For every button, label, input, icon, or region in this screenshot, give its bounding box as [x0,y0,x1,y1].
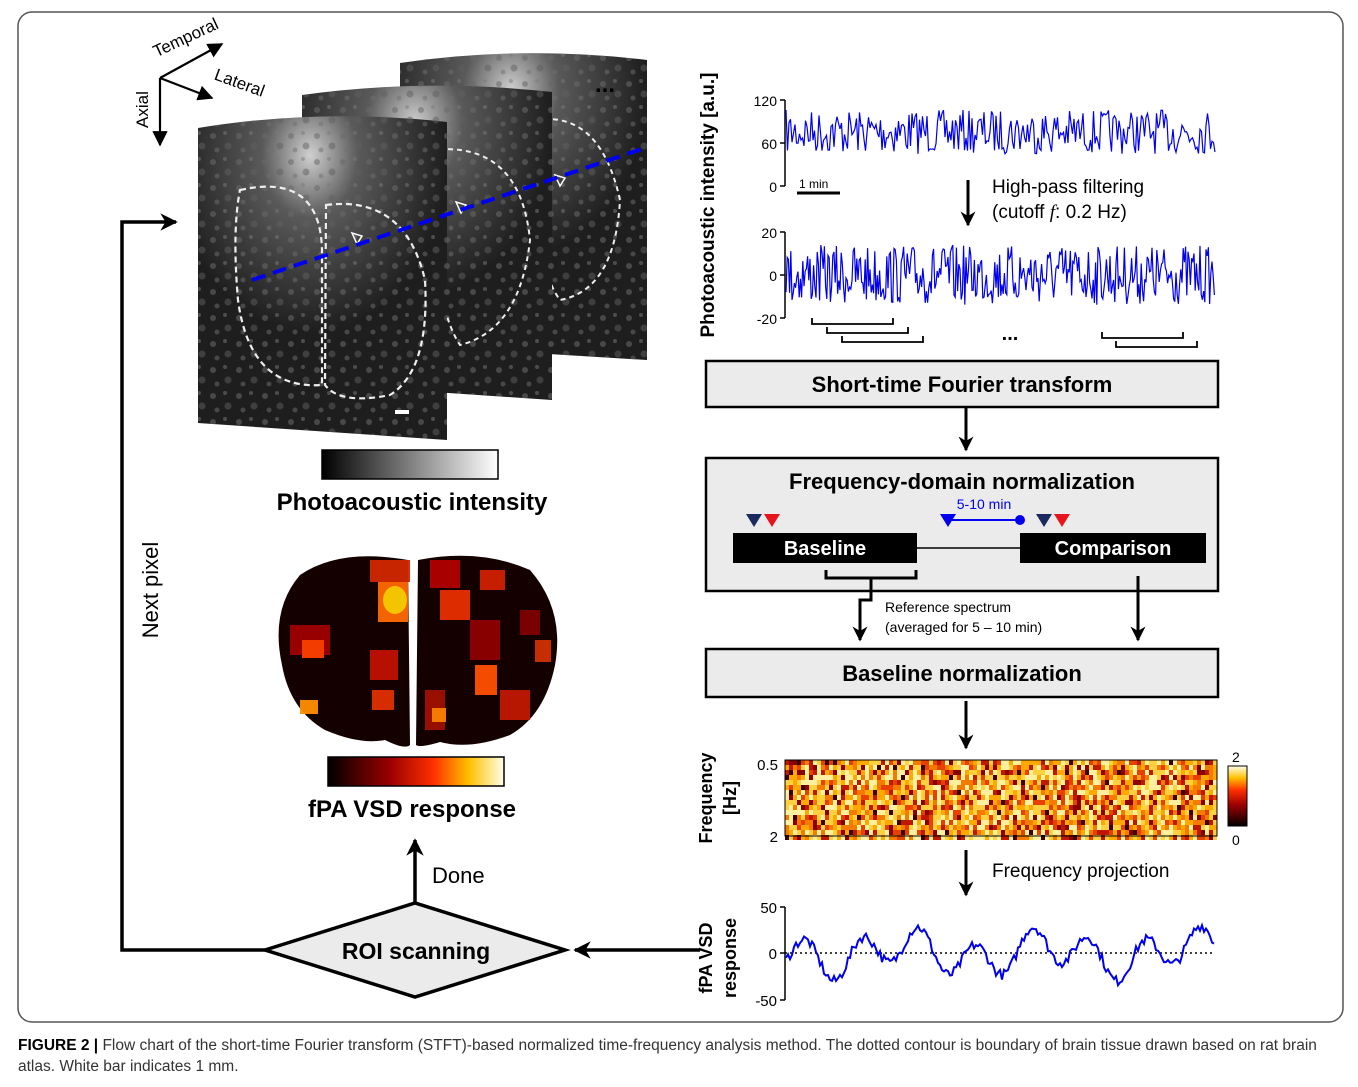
slice-stack: ... [198,53,647,440]
loop-arrows [120,213,700,959]
slice-1 [198,116,447,440]
comparison-label: Comparison [1055,538,1172,560]
figure-border [17,11,1344,1023]
grayscale-colorbar [321,449,499,480]
hot-colorbar-label: fPA VSD response [308,796,516,823]
fdn-box [704,456,1220,593]
comparison-marker-navy [1036,514,1052,527]
spectrogram-colorbar [1227,765,1248,827]
spectrogram-ytick-05: 0.5 [757,757,778,774]
window-brackets [811,318,1198,348]
spectrogram-ylabel-line2: [Hz] [720,781,740,815]
spectrogram [785,760,1217,840]
caption-label: FIGURE 2 | [18,1037,99,1054]
response-ytick-0: 0 [769,946,777,963]
stft-label: Short-time Fourier transform [812,372,1113,397]
raw-trace-ytick-0: 0 [769,179,777,195]
axis-temporal-label: Temporal [150,14,221,61]
baseline-bar [733,533,917,563]
roi-scanning-label: ROI scanning [342,938,490,964]
roi-scanning-diamond [259,901,571,999]
hot-colorbar [327,756,505,787]
raw-trace-ytick-120: 120 [754,93,778,109]
window-label: 5-10 min [957,496,1011,512]
spectrogram-colorbar-tick-0: 0 [1232,832,1240,848]
window-end-marker [1015,515,1025,525]
filtered-trace-ytick-0: 0 [769,268,777,284]
figure-caption: FIGURE 2 | Flow chart of the short-time … [18,1035,1343,1077]
baseline-marker-navy [746,514,762,527]
raw-trace-ytick-60: 60 [761,136,777,152]
spectrogram-frame [784,759,1218,837]
response-ylabel-line2: response [720,918,740,998]
response-ytick-neg50: -50 [755,993,777,1010]
next-pixel-label: Next pixel [138,542,163,639]
baseline-marker-red [764,514,780,527]
axis-axial-label: Axial [133,91,152,128]
grayscale-colorbar-label: Photoacoustic intensity [277,489,548,516]
window-start-marker [940,514,956,527]
stft-box [704,359,1220,409]
spectrogram-colorbar-tick-2: 2 [1232,749,1240,765]
comparison-marker-red [1054,514,1070,527]
scan-line [251,146,646,282]
filtered-trace-ytick-neg20: -20 [757,311,777,327]
slice-ellipsis: ... [595,71,615,98]
response-ytick-50: 50 [760,900,777,917]
time-scalebar-label: 1 min [799,177,828,191]
arrow-reference [852,578,873,642]
highpass-label-line2: (cutoff f: 0.2 Hz) [992,202,1127,223]
baseline-norm-label: Baseline normalization [842,661,1082,686]
freq-projection-label: Frequency projection [992,861,1169,882]
reference-label-line1: Reference spectrum [885,599,1011,615]
done-label: Done [432,863,485,888]
fdn-label: Frequency-domain normalization [789,469,1135,494]
raw-trace-line [785,109,1216,155]
comparison-bar [1020,533,1206,563]
axis-lateral-label: Lateral [212,65,267,101]
reference-label-line2: (averaged for 5 – 10 min) [885,619,1042,635]
caption-text: Flow chart of the short-time Fourier tra… [18,1037,1317,1075]
response-trace-line [785,922,1215,988]
fpa-vsd-brain-map [278,555,558,747]
spectrogram-ylabel-line1: Frequency [696,752,716,843]
spectrogram-ytick-2: 2 [770,829,778,846]
highpass-label-line1: High-pass filtering [992,177,1144,198]
filtered-trace-line [785,244,1215,305]
filtered-trace-ytick-20: 20 [761,225,777,241]
baseline-norm-box [704,647,1220,699]
baseline-label: Baseline [784,538,866,560]
response-ylabel-line1: fPA VSD [696,922,716,993]
raw-trace-ylabel: Photoacoustic intensity [a.u.] [698,73,719,338]
windows-ellipsis: ... [1002,323,1019,345]
